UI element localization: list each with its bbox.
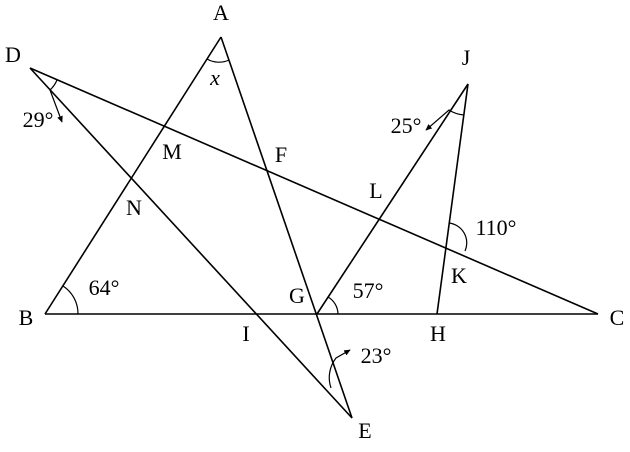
angle-label: 64° bbox=[89, 275, 120, 300]
angle-label: 57° bbox=[353, 278, 384, 303]
point-label: D bbox=[5, 42, 21, 67]
angle-label: x bbox=[209, 65, 220, 90]
arc-g bbox=[327, 296, 339, 315]
angle-arcs bbox=[49, 58, 468, 389]
point-label: M bbox=[162, 139, 182, 164]
angle-label: 29° bbox=[23, 107, 54, 132]
point-label: N bbox=[126, 195, 142, 220]
point-label: J bbox=[462, 45, 471, 70]
angle-label: 23° bbox=[361, 343, 392, 368]
point-label: E bbox=[358, 418, 371, 443]
segment-gj bbox=[316, 83, 469, 315]
segment-dc bbox=[29, 67, 599, 315]
arc-d bbox=[49, 79, 63, 123]
point-label: A bbox=[213, 0, 229, 25]
segment-ab bbox=[44, 36, 222, 315]
angle-labels: 29° x 64° 25° 110° 57° 23° bbox=[23, 65, 517, 368]
arc-b bbox=[62, 285, 79, 315]
segment-ae bbox=[220, 36, 353, 419]
point-label: K bbox=[451, 263, 467, 288]
segment-jh bbox=[436, 83, 469, 315]
point-label: B bbox=[19, 305, 34, 330]
point-label: H bbox=[430, 321, 446, 346]
angle-label: 25° bbox=[391, 113, 422, 138]
arc-e bbox=[328, 349, 351, 389]
point-label: I bbox=[242, 321, 249, 346]
point-label: F bbox=[275, 142, 287, 167]
arc-a bbox=[206, 58, 230, 63]
point-label: G bbox=[289, 283, 305, 308]
segment-de bbox=[29, 67, 353, 419]
angle-label: 110° bbox=[476, 215, 517, 240]
arc-k bbox=[448, 222, 468, 252]
point-label: C bbox=[610, 305, 625, 330]
arc-j bbox=[425, 109, 465, 131]
lines bbox=[29, 36, 599, 419]
point-labels: A B C D E F G H I J K L M N bbox=[5, 0, 624, 443]
point-label: L bbox=[369, 178, 382, 203]
